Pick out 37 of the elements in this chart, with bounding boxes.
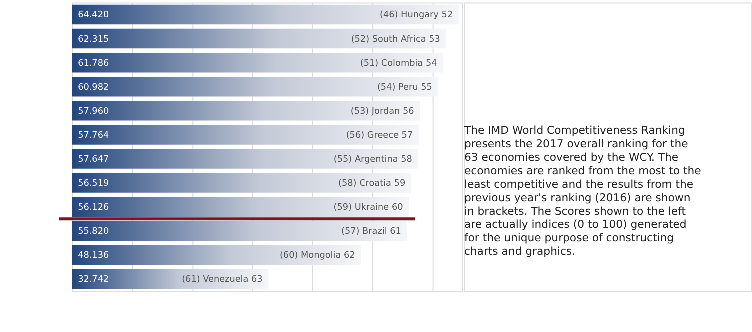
y-tick-label: (55) Argentina 58	[334, 154, 413, 165]
text: The IMD World Competitiveness Ranking presents the 2017 overall ranking for the 63 economies covered by the WCY. The economies are ranked from the most to the least competitive and the results from the previous year's ranking (2016) are shown in brackets. The Scores shown to the left are actually indices (0 to 100) generated for the unique purpose of constructing charts and graphics.	[464, 124, 702, 258]
bar	[72, 77, 438, 97]
y-tick-label: (52) South Africa 53	[351, 34, 440, 45]
bar	[72, 269, 269, 290]
data-label: 48.136	[78, 251, 110, 262]
data-label: 56.126	[78, 203, 110, 214]
y-tick-label: (59) Ukraine 60	[334, 203, 404, 214]
bar	[72, 52, 444, 73]
bar	[72, 101, 420, 121]
data-label: 64.420	[78, 10, 110, 21]
y-tick-label: (54) Peru 55	[377, 82, 432, 93]
bar	[72, 149, 418, 169]
bar	[72, 173, 412, 193]
y-tick-label: (58) Croatia 59	[338, 179, 406, 190]
data-label: 56.519	[78, 179, 110, 190]
y-tick-label: (56) Greece 57	[346, 130, 414, 141]
y-tick-label: (46) Hungary 52	[380, 10, 454, 21]
data-label: 60.982	[78, 82, 110, 93]
y-tick-label: (51) Colombia 54	[360, 58, 438, 69]
y-tick-label: (57) Brazil 61	[341, 227, 402, 238]
data-label: 32.742	[78, 275, 110, 286]
data-label: 57.647	[78, 154, 110, 165]
data-label: 57.960	[78, 106, 110, 117]
bar	[72, 245, 362, 266]
y-tick-label: (53) Jordan 56	[350, 106, 415, 117]
data-label: 62.315	[78, 34, 110, 45]
y-tick-label: (60) Mongolia 62	[280, 251, 356, 262]
data-label: 61.786	[78, 58, 110, 69]
data-label: 55.820	[78, 227, 110, 238]
bar	[72, 125, 420, 145]
bar	[72, 197, 410, 217]
bar	[72, 221, 408, 242]
data-label: 57.764	[78, 130, 110, 141]
y-tick-label: (61) Venezuela 63	[182, 275, 263, 286]
bar	[72, 4, 459, 25]
bar	[72, 28, 446, 49]
